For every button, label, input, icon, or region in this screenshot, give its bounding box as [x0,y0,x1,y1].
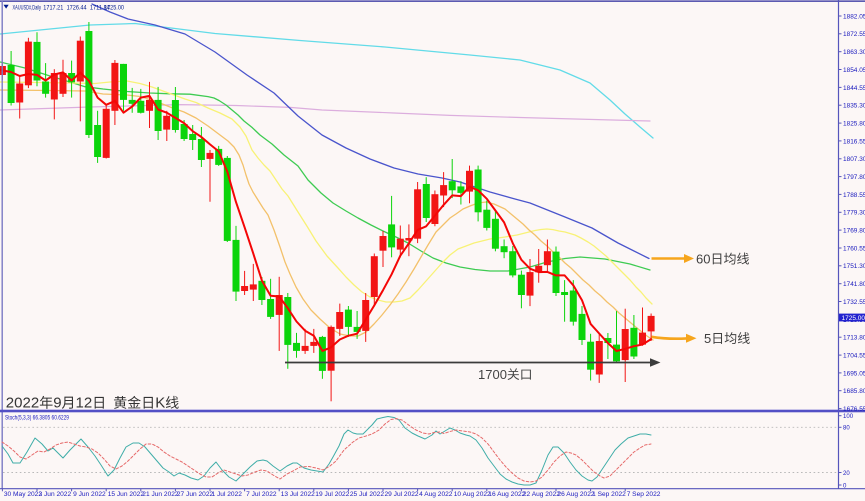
svg-text:1788.55: 1788.55 [843,192,865,199]
svg-text:22 Aug 2022: 22 Aug 2022 [523,491,560,498]
svg-text:1844.55: 1844.55 [843,85,865,92]
svg-text:1816.55: 1816.55 [843,138,865,145]
svg-text:7 Jul 2022: 7 Jul 2022 [246,491,277,498]
svg-text:30 May 2022: 30 May 2022 [4,491,42,498]
svg-text:9: 9 [53,395,61,412]
svg-text:1769.80: 1769.80 [843,228,865,235]
svg-text:16 Aug 2022: 16 Aug 2022 [488,491,525,498]
svg-text:1863.30: 1863.30 [843,49,865,56]
svg-text:25 Jul 2022: 25 Jul 2022 [350,491,384,498]
svg-text:1797.80: 1797.80 [843,174,865,181]
svg-text:20: 20 [843,470,850,477]
svg-text:1700: 1700 [478,367,507,382]
svg-text:1725.00: 1725.00 [842,315,865,322]
svg-text:1 Jul 2022: 1 Jul 2022 [212,491,243,498]
svg-text:1704.55: 1704.55 [843,353,865,360]
svg-text:1751.30: 1751.30 [843,263,865,270]
svg-text:60: 60 [696,252,710,267]
svg-text:1779.30: 1779.30 [843,210,865,217]
svg-text:1726.44: 1726.44 [67,4,87,11]
svg-text:1825.80: 1825.80 [843,121,865,128]
svg-text:1741.80: 1741.80 [843,281,865,288]
svg-text:1685.80: 1685.80 [843,388,865,395]
svg-text:1732.55: 1732.55 [843,299,865,306]
svg-text:9 Jun 2022: 9 Jun 2022 [73,491,106,498]
svg-text:26 Aug 2022: 26 Aug 2022 [558,491,595,498]
svg-text:29 Jul 2022: 29 Jul 2022 [385,491,419,498]
svg-text:5: 5 [704,331,711,346]
svg-text:2022: 2022 [6,395,39,412]
svg-text:XAUUSD#,Daily: XAUUSD#,Daily [13,4,42,11]
svg-text:3 Jun 2022: 3 Jun 2022 [39,491,72,498]
svg-text:15 Jun 2022: 15 Jun 2022 [108,491,145,498]
svg-text:1717.21: 1717.21 [43,4,63,11]
svg-text:19 Jul 2022: 19 Jul 2022 [315,491,349,498]
svg-text:1 Sep 2022: 1 Sep 2022 [592,491,626,498]
svg-text:1760.55: 1760.55 [843,245,865,252]
svg-text:1711.84: 1711.84 [90,4,110,11]
svg-text:10 Aug 2022: 10 Aug 2022 [454,491,491,498]
svg-text:0: 0 [843,482,847,489]
svg-text:1676.55: 1676.55 [843,406,865,413]
svg-text:1807.30: 1807.30 [843,156,865,163]
svg-text:1725.00: 1725.00 [104,4,124,11]
svg-text:27 Jun 2022: 27 Jun 2022 [177,491,214,498]
svg-text:K: K [155,395,165,412]
svg-text:100: 100 [843,413,853,420]
svg-text:13 Jul 2022: 13 Jul 2022 [281,491,315,498]
svg-text:1713.80: 1713.80 [843,335,865,342]
svg-text:21 Jun 2022: 21 Jun 2022 [142,491,179,498]
svg-text:1872.55: 1872.55 [843,31,865,38]
svg-text:1882.05: 1882.05 [843,13,865,20]
svg-text:1854.05: 1854.05 [843,67,865,74]
svg-text:Stoch(5,3,3) 66.3805 60.6229: Stoch(5,3,3) 66.3805 60.6229 [5,415,69,422]
svg-text:12: 12 [76,395,93,412]
svg-text:7 Sep 2022: 7 Sep 2022 [627,491,661,498]
svg-text:4 Aug 2022: 4 Aug 2022 [419,491,453,498]
svg-text:80: 80 [843,425,850,432]
svg-text:1695.05: 1695.05 [843,370,865,377]
svg-text:1835.30: 1835.30 [843,103,865,110]
